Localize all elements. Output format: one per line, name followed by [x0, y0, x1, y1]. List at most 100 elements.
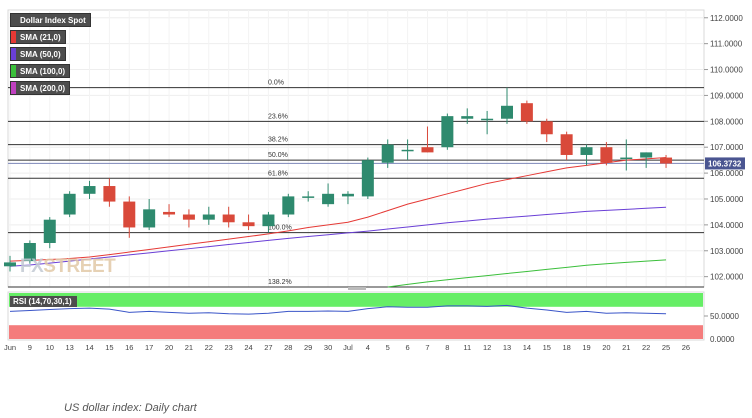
y-tick-label: 102.0000: [710, 273, 744, 282]
candle-body: [163, 211, 176, 215]
x-tick-label: 13: [503, 343, 511, 352]
fib-level-label: 23.6%: [268, 113, 288, 120]
x-tick-label: 7: [425, 343, 429, 352]
candle-body: [481, 118, 494, 121]
x-tick-label: 6: [406, 343, 410, 352]
rsi-overbought-zone: [9, 293, 703, 307]
fib-level-label: 50.0%: [268, 152, 288, 159]
fxstreet-watermark: FXSTREET: [20, 256, 116, 277]
candle-body: [103, 186, 116, 202]
y-tick-label: 104.0000: [710, 221, 744, 230]
legend-swatch: [11, 48, 16, 60]
candle-body: [381, 144, 394, 163]
candle-body: [501, 105, 513, 119]
x-tick-label: 5: [386, 343, 390, 352]
x-tick-label: 13: [65, 343, 73, 352]
sma-21-line: [9, 157, 667, 262]
candle-body: [361, 160, 374, 197]
candle-body: [242, 222, 255, 227]
candle-body: [401, 149, 414, 152]
x-tick-label: 27: [264, 343, 272, 352]
y-tick-label: 107.0000: [710, 143, 744, 152]
candle-body: [461, 116, 474, 119]
x-tick-label: 9: [28, 343, 32, 352]
y-tick-label: 103.0000: [710, 247, 744, 256]
x-tick-label: 14: [85, 343, 93, 352]
y-tick-label: 105.0000: [710, 195, 744, 204]
candle-body: [282, 196, 295, 215]
y-tick-label: 108.0000: [710, 117, 744, 126]
candle-body: [640, 152, 653, 158]
x-tick-label: 21: [185, 343, 193, 352]
x-tick-label: 21: [622, 343, 630, 352]
candle-body: [520, 103, 533, 122]
candle-body: [182, 214, 195, 220]
y-tick-label: 110.0000: [710, 66, 743, 75]
x-tick-label: 11: [463, 343, 471, 352]
candle-body: [222, 214, 235, 223]
candle-body: [4, 262, 16, 267]
x-tick-label: 19: [582, 343, 590, 352]
legend-item[interactable]: SMA (21,0): [10, 30, 66, 44]
legend-swatch: [11, 65, 16, 77]
fib-level-label: 61.8%: [268, 170, 288, 177]
panel-splitter-handle: [348, 287, 366, 290]
candle-body: [441, 116, 454, 148]
x-tick-label: 8: [445, 343, 449, 352]
x-tick-label: 10: [46, 343, 54, 352]
candle-body: [23, 242, 36, 262]
candle-body: [143, 209, 156, 228]
candle-body: [262, 214, 275, 227]
y-tick-label: 111.0000: [710, 40, 743, 49]
fib-level-label: 38.2%: [268, 137, 288, 144]
legend-item[interactable]: SMA (100,0): [10, 64, 71, 78]
candle-body: [302, 196, 315, 198]
x-tick-label: 12: [483, 343, 491, 352]
candle-body: [202, 214, 215, 220]
candle-body: [620, 157, 633, 160]
candle-body: [322, 193, 335, 205]
x-tick-label: 15: [543, 343, 551, 352]
legend-label: SMA (200,0): [20, 83, 66, 93]
candle-body: [540, 121, 553, 135]
legend-swatch: [11, 82, 16, 94]
x-tick-label: 24: [244, 343, 252, 352]
fib-level-label: 100.0%: [268, 225, 292, 232]
candle-body: [83, 186, 96, 194]
legend-item[interactable]: Dollar Index Spot: [10, 13, 91, 27]
legend-item[interactable]: SMA (50,0): [10, 47, 66, 61]
legend-label: Dollar Index Spot: [20, 15, 86, 25]
x-tick-label: 16: [125, 343, 133, 352]
x-tick-label: 20: [602, 343, 610, 352]
legend-swatch: [11, 31, 16, 43]
fib-level-label: 0.0%: [268, 80, 284, 87]
candle-body: [580, 147, 593, 155]
sma-100-line: [387, 259, 667, 288]
x-tick-label: 26: [682, 343, 690, 352]
rsi-oversold-zone: [9, 325, 703, 339]
x-tick-label: 25: [662, 343, 670, 352]
candle-body: [341, 193, 354, 197]
legend-swatch: [11, 14, 16, 26]
chart-caption: US dollar index: Daily chart: [64, 402, 197, 414]
x-tick-label: 4: [366, 343, 370, 352]
rsi-line: [9, 304, 667, 315]
x-tick-label: 17: [145, 343, 153, 352]
fib-level-label: 138.2%: [268, 279, 292, 286]
y-tick-label: 112.0000: [710, 14, 743, 23]
x-tick-label: 22: [205, 343, 213, 352]
y-tick-label: 109.0000: [710, 91, 744, 100]
x-tick-label: Jul: [343, 343, 353, 352]
legend-label: SMA (100,0): [20, 66, 66, 76]
price-tag-text: 106.3732: [708, 159, 742, 168]
x-tick-label: 22: [642, 343, 650, 352]
candle-body: [43, 219, 56, 243]
rsi-tick-label: 0.0000: [710, 335, 735, 344]
candle-body: [560, 134, 573, 155]
legend-item[interactable]: SMA (200,0): [10, 81, 71, 95]
x-tick-label: 15: [105, 343, 113, 352]
x-tick-label: Jun: [4, 343, 16, 352]
legend-label: SMA (21,0): [20, 32, 61, 42]
x-tick-label: 20: [165, 343, 173, 352]
